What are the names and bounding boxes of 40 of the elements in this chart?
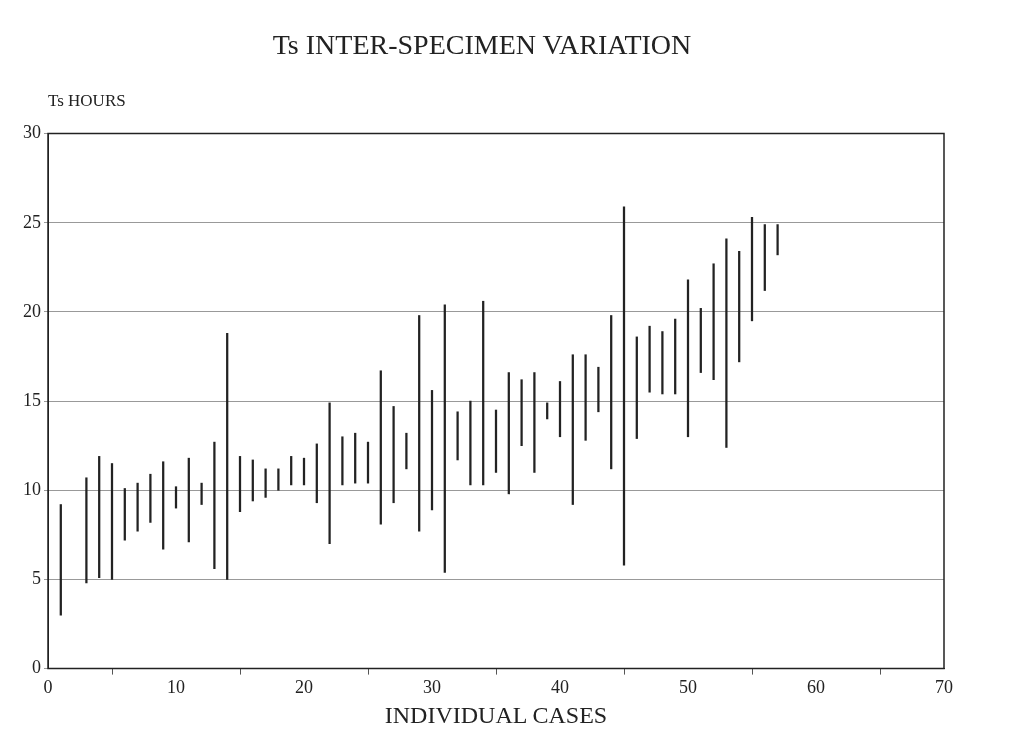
bar — [712, 263, 715, 381]
bar — [725, 238, 728, 448]
x-tick-label: 60 — [807, 677, 825, 698]
bar — [661, 331, 664, 395]
y-tick-label: 30 — [23, 122, 41, 143]
bar — [392, 406, 395, 504]
bar — [213, 441, 216, 570]
bar — [123, 488, 126, 541]
bar — [264, 468, 267, 498]
bar — [149, 473, 152, 523]
bar — [597, 366, 600, 413]
x-tick-label: 40 — [551, 677, 569, 698]
bar — [341, 436, 344, 486]
x-tick-label: 20 — [295, 677, 313, 698]
bar — [533, 372, 536, 473]
bar — [584, 354, 587, 441]
y-tick-label: 20 — [23, 300, 41, 321]
y-tick-label: 5 — [32, 568, 41, 589]
bar — [648, 325, 651, 393]
y-tick-label: 25 — [23, 211, 41, 232]
bar — [520, 379, 523, 447]
bar — [469, 400, 472, 486]
y-tick-label: 15 — [23, 389, 41, 410]
y-tick-label: 0 — [32, 657, 41, 678]
bar — [456, 411, 459, 461]
y-axis-title: Ts HOURS — [48, 90, 126, 110]
bar — [328, 402, 331, 545]
x-axis-title: INDIVIDUAL CASES — [384, 701, 608, 728]
x-tick-label: 70 — [935, 677, 953, 698]
bar — [776, 224, 779, 256]
bar — [85, 477, 88, 584]
bar — [136, 482, 139, 532]
x-tick-label: 50 — [679, 677, 697, 698]
bar — [405, 432, 408, 470]
bar — [200, 482, 203, 505]
x-tick-label: 30 — [423, 677, 441, 698]
bar — [277, 468, 280, 491]
chart-title: Ts INTER-SPECIMEN VARIATION — [272, 29, 692, 61]
x-tick-label: 10 — [167, 677, 185, 698]
y-tick-label: 10 — [23, 479, 41, 499]
